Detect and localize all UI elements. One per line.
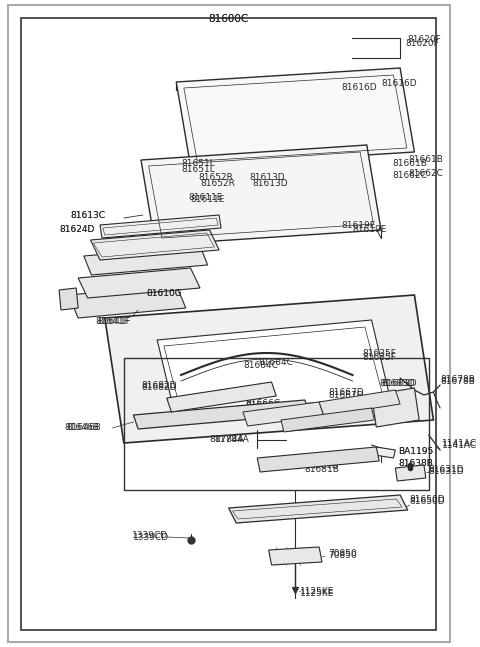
Text: 81646B: 81646B bbox=[67, 424, 101, 432]
Polygon shape bbox=[372, 388, 419, 427]
Text: 81638B: 81638B bbox=[398, 459, 433, 468]
Text: 81613C: 81613C bbox=[71, 210, 106, 219]
Text: 81635F: 81635F bbox=[362, 353, 396, 362]
Text: 81652R: 81652R bbox=[198, 173, 233, 182]
Text: 81611E: 81611E bbox=[191, 195, 225, 204]
Text: 81641F: 81641F bbox=[95, 318, 129, 327]
Polygon shape bbox=[141, 145, 381, 245]
Text: BA1195: BA1195 bbox=[398, 448, 433, 457]
Text: 81683D: 81683D bbox=[381, 379, 417, 388]
Text: 81667D: 81667D bbox=[329, 388, 364, 397]
Polygon shape bbox=[100, 215, 221, 238]
Text: 81682D: 81682D bbox=[141, 384, 177, 393]
Text: 81684C: 81684C bbox=[259, 358, 294, 367]
Text: 81681B: 81681B bbox=[303, 461, 338, 470]
Text: 81616D: 81616D bbox=[341, 83, 377, 93]
Text: 81683D: 81683D bbox=[379, 380, 415, 388]
Text: 81641F: 81641F bbox=[97, 318, 131, 327]
Text: 1125KE: 1125KE bbox=[300, 586, 335, 595]
Polygon shape bbox=[167, 382, 276, 412]
Text: 81616D: 81616D bbox=[381, 80, 417, 89]
Polygon shape bbox=[228, 495, 408, 523]
Text: 81682D: 81682D bbox=[141, 382, 177, 391]
Text: 81613C: 81613C bbox=[71, 210, 106, 219]
Text: 81666C: 81666C bbox=[246, 399, 281, 408]
Polygon shape bbox=[396, 465, 426, 481]
Text: 81600C: 81600C bbox=[208, 14, 249, 24]
Polygon shape bbox=[105, 295, 433, 443]
Text: 1339CD: 1339CD bbox=[133, 532, 169, 542]
Text: 81610G: 81610G bbox=[147, 289, 182, 298]
Polygon shape bbox=[84, 246, 208, 275]
Text: 81646B: 81646B bbox=[65, 424, 99, 432]
Text: 81684C: 81684C bbox=[243, 362, 278, 371]
Text: 81638B: 81638B bbox=[398, 459, 433, 468]
Text: 81784A: 81784A bbox=[210, 435, 244, 444]
Text: 81651L: 81651L bbox=[181, 166, 215, 175]
Text: 1125KE: 1125KE bbox=[300, 589, 335, 597]
Text: 81651L: 81651L bbox=[181, 159, 215, 168]
Text: 70850: 70850 bbox=[329, 549, 358, 558]
Text: 81784: 81784 bbox=[322, 404, 350, 413]
Text: 81661B: 81661B bbox=[393, 159, 427, 168]
Text: 81662C: 81662C bbox=[393, 171, 427, 181]
Text: 81619E: 81619E bbox=[341, 221, 375, 230]
Polygon shape bbox=[78, 268, 200, 298]
Text: 81613D: 81613D bbox=[250, 173, 285, 182]
Text: 81784: 81784 bbox=[322, 401, 350, 410]
Text: 81666C: 81666C bbox=[246, 402, 281, 410]
Text: 81650D: 81650D bbox=[409, 496, 445, 505]
Polygon shape bbox=[59, 288, 78, 310]
Text: 81624D: 81624D bbox=[59, 226, 95, 234]
Polygon shape bbox=[257, 447, 379, 472]
Text: 81620F: 81620F bbox=[405, 39, 439, 49]
Text: 81678B: 81678B bbox=[440, 375, 475, 384]
Polygon shape bbox=[269, 547, 322, 565]
Text: 81600C: 81600C bbox=[208, 14, 249, 24]
Text: 70850: 70850 bbox=[329, 551, 358, 560]
Polygon shape bbox=[133, 400, 310, 429]
Text: 81661B: 81661B bbox=[408, 155, 443, 164]
Text: 81784A: 81784A bbox=[215, 435, 249, 444]
Text: BA1195: BA1195 bbox=[398, 448, 433, 457]
Text: 81611E: 81611E bbox=[189, 193, 223, 203]
Text: 81624D: 81624D bbox=[59, 226, 95, 234]
Text: 1141AC: 1141AC bbox=[442, 439, 477, 448]
Text: 81619E: 81619E bbox=[352, 226, 387, 234]
Text: 81635F: 81635F bbox=[362, 349, 396, 358]
Polygon shape bbox=[243, 402, 324, 426]
Text: 1339CD: 1339CD bbox=[132, 531, 168, 540]
Text: 81650D: 81650D bbox=[409, 498, 445, 507]
Text: 81610G: 81610G bbox=[147, 289, 182, 298]
Text: 81678B: 81678B bbox=[440, 377, 475, 386]
Polygon shape bbox=[176, 68, 414, 166]
Text: 81662C: 81662C bbox=[408, 168, 443, 177]
Text: 81667D: 81667D bbox=[329, 391, 364, 400]
Polygon shape bbox=[281, 408, 374, 432]
Polygon shape bbox=[374, 447, 396, 458]
Text: 1141AC: 1141AC bbox=[442, 441, 477, 450]
Text: 81652R: 81652R bbox=[200, 179, 235, 188]
Text: 81613D: 81613D bbox=[252, 179, 288, 188]
Text: 81631D: 81631D bbox=[429, 465, 464, 474]
Text: 81681B: 81681B bbox=[305, 465, 340, 474]
Text: 81631D: 81631D bbox=[429, 468, 464, 476]
Polygon shape bbox=[69, 285, 186, 318]
Polygon shape bbox=[157, 320, 391, 420]
Text: 81620F: 81620F bbox=[408, 36, 442, 45]
Polygon shape bbox=[319, 390, 400, 416]
Polygon shape bbox=[91, 230, 219, 260]
